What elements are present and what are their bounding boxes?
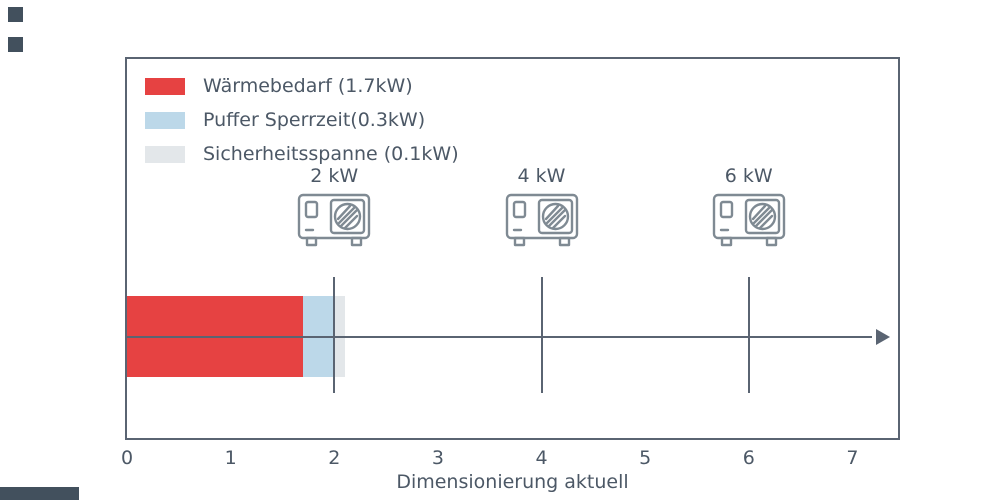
marker-group-4kw: 4 kW (505, 165, 579, 249)
plot-inner: Wärmebedarf (1.7kW) Puffer Sperrzeit(0.3… (127, 59, 898, 438)
x-tick-7: 7 (846, 447, 859, 469)
marker-line-6kw (747, 277, 750, 393)
marker-label-4kw: 4 kW (517, 165, 566, 187)
marker-group-6kw: 6 kW (712, 165, 786, 249)
legend-swatch-puffer-sperrzeit (145, 111, 185, 129)
heat-pump-icon (712, 193, 785, 247)
x-tick-labels: 0 1 2 3 4 5 6 7 (121, 447, 898, 473)
marker-label-2kw: 2 kW (310, 165, 359, 187)
x-tick-1: 1 (224, 447, 237, 469)
x-tick-6: 6 (742, 447, 755, 469)
marker-line-4kw (540, 277, 543, 393)
x-tick-2: 2 (328, 447, 341, 469)
legend-swatch-sicherheitsspanne (145, 145, 185, 163)
legend-item-waermebedarf: Wärmebedarf (1.7kW) (145, 75, 459, 97)
marker-line-2kw (333, 277, 336, 393)
corner-mark-top-2 (8, 37, 23, 52)
legend-label-sicherheitsspanne: Sicherheitsspanne (0.1kW) (203, 143, 459, 165)
x-tick-3: 3 (431, 447, 444, 469)
corner-mark-bottom (0, 487, 79, 500)
x-axis-arrow-head (876, 329, 890, 345)
legend: Wärmebedarf (1.7kW) Puffer Sperrzeit(0.3… (145, 75, 459, 165)
heat-pump-icon (505, 193, 578, 247)
x-tick-0: 0 (120, 447, 134, 469)
corner-mark-top-1 (8, 7, 23, 22)
heat-pump-icon (298, 193, 371, 247)
legend-swatch-waermebedarf (145, 77, 185, 95)
x-axis-label: Dimensionierung aktuell (396, 471, 629, 493)
legend-label-puffer-sperrzeit: Puffer Sperrzeit(0.3kW) (203, 109, 426, 131)
x-tick-4: 4 (535, 447, 548, 469)
legend-label-waermebedarf: Wärmebedarf (1.7kW) (203, 75, 413, 97)
legend-item-sicherheitsspanne: Sicherheitsspanne (0.1kW) (145, 143, 459, 165)
x-axis-arrow-line (127, 336, 872, 338)
plot-area: Wärmebedarf (1.7kW) Puffer Sperrzeit(0.3… (125, 57, 900, 440)
marker-label-6kw: 6 kW (724, 165, 773, 187)
marker-group-2kw: 2 kW (297, 165, 371, 249)
legend-item-puffer-sperrzeit: Puffer Sperrzeit(0.3kW) (145, 109, 459, 131)
x-tick-5: 5 (639, 447, 652, 469)
